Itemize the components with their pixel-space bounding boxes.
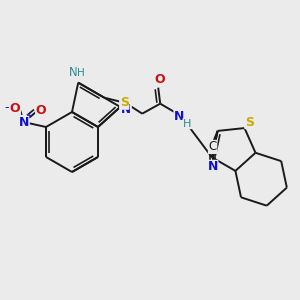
Text: N: N xyxy=(69,66,78,79)
Text: +: + xyxy=(25,112,33,121)
Text: O: O xyxy=(10,101,20,115)
Text: N: N xyxy=(19,116,29,128)
Text: N: N xyxy=(174,110,184,123)
Text: N: N xyxy=(121,103,131,116)
Text: S: S xyxy=(120,96,129,109)
Text: H: H xyxy=(77,68,85,78)
Text: -: - xyxy=(5,101,9,115)
Text: S: S xyxy=(245,116,254,129)
Text: O: O xyxy=(36,103,46,116)
Text: O: O xyxy=(154,73,164,86)
Text: C: C xyxy=(208,140,217,153)
Text: H: H xyxy=(183,119,191,129)
Text: N: N xyxy=(207,160,218,173)
